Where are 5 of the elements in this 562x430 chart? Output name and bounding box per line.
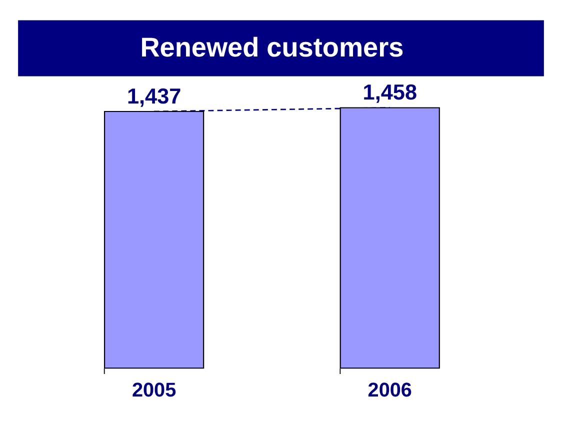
chart-title: Renewed customers bbox=[140, 31, 404, 62]
x-tick-label: 2006 bbox=[368, 380, 412, 402]
x-tick-label: 2005 bbox=[132, 380, 176, 402]
data-label: 1,458 bbox=[362, 80, 417, 105]
data-label: 1,437 bbox=[126, 83, 182, 108]
